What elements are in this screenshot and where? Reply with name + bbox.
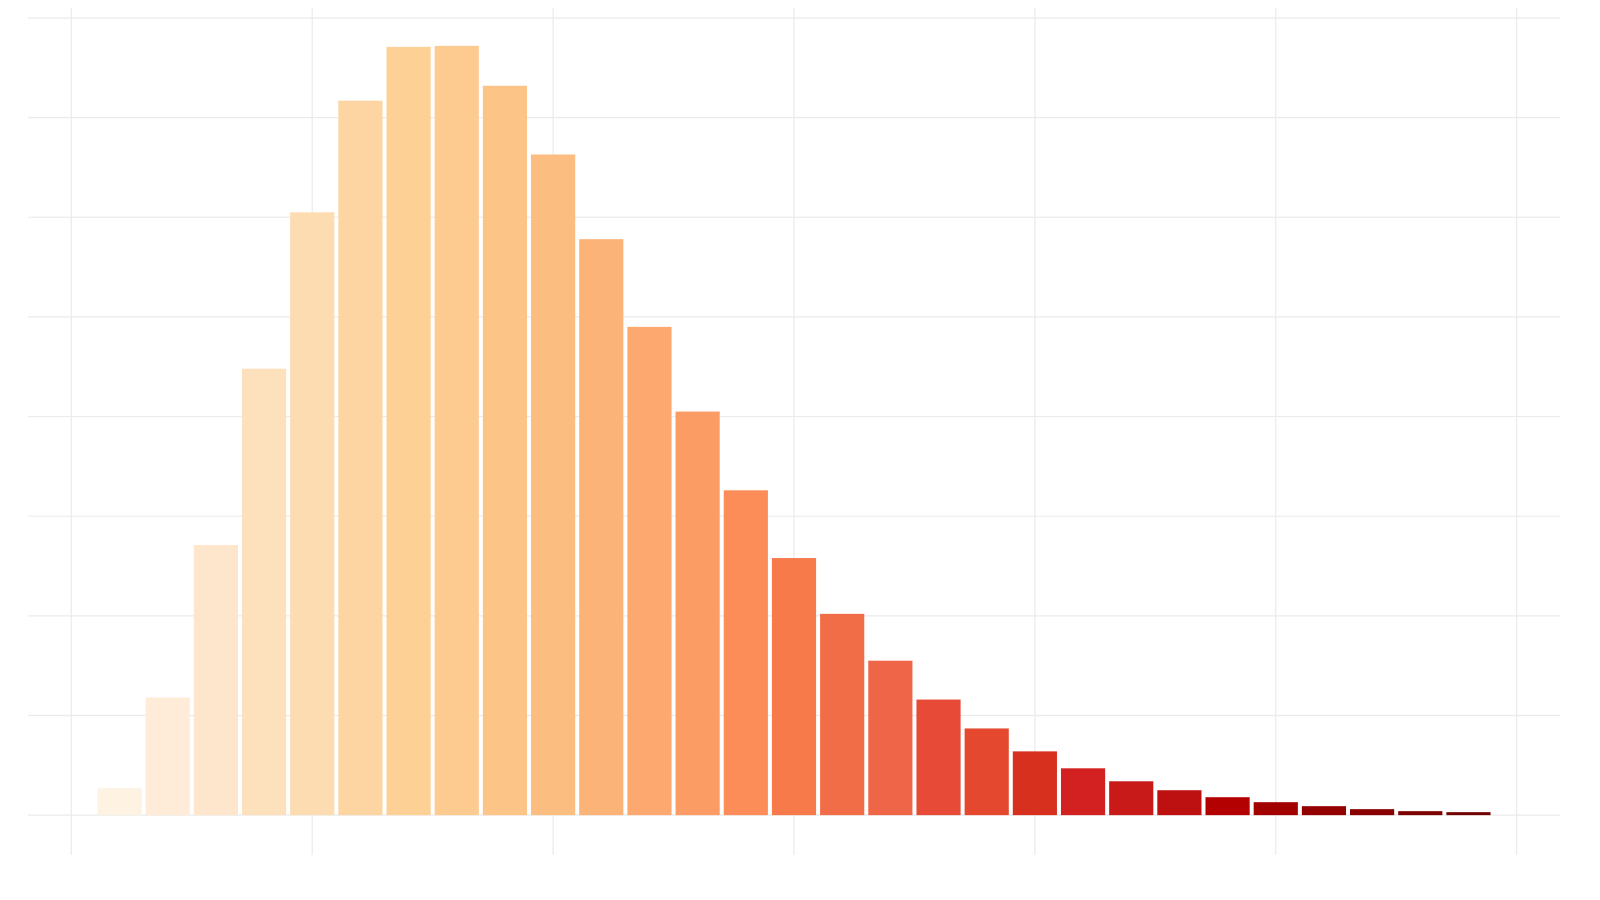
bar xyxy=(964,728,1009,816)
bar xyxy=(1205,797,1250,816)
bar xyxy=(868,660,913,816)
bar xyxy=(627,326,672,816)
bar xyxy=(675,411,720,816)
bar xyxy=(193,545,238,816)
bar xyxy=(434,45,479,816)
bar xyxy=(1301,806,1347,816)
bar xyxy=(386,46,431,816)
bar xyxy=(1012,751,1057,816)
bar xyxy=(338,100,383,816)
bar xyxy=(771,558,817,816)
bar xyxy=(1060,768,1106,816)
bar xyxy=(482,85,528,816)
bar xyxy=(97,788,142,816)
bar xyxy=(1157,790,1202,816)
bar xyxy=(916,699,961,816)
bar xyxy=(241,368,287,816)
bar xyxy=(1398,811,1443,816)
bar xyxy=(820,613,865,816)
bar xyxy=(290,212,335,816)
bar xyxy=(531,154,576,816)
bar xyxy=(145,697,190,816)
bar xyxy=(723,490,768,816)
bar xyxy=(1253,802,1298,816)
bar xyxy=(1350,809,1395,816)
bar xyxy=(1446,812,1491,816)
bar xyxy=(1109,781,1154,816)
bar xyxy=(579,239,624,816)
